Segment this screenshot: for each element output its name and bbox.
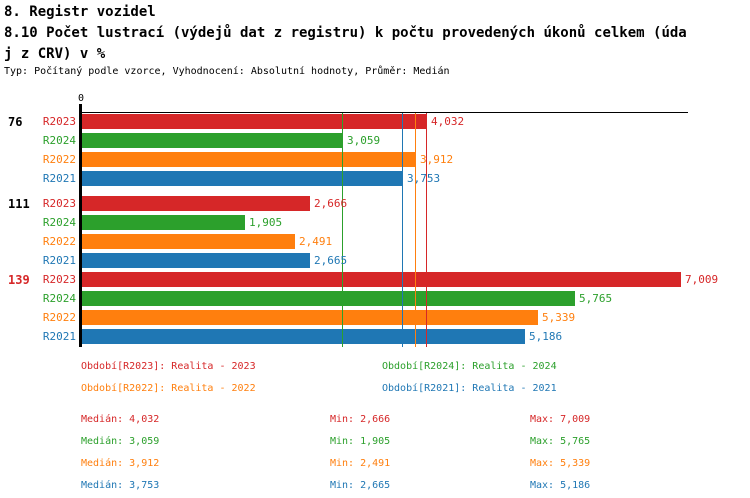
stat-median: Medián: 4,032 [81, 414, 160, 425]
stat-median: Medián: 3,059 [81, 436, 160, 447]
bar [82, 152, 416, 167]
group-label: 76 [8, 115, 23, 129]
bar [82, 215, 245, 230]
bar [82, 291, 575, 306]
legend-item: Období[R2023]: Realita - 2023 [81, 361, 256, 372]
legend-item: Období[R2021]: Realita - 2021 [382, 383, 557, 394]
bar [82, 196, 310, 211]
bar-value-label: 3,753 [407, 172, 441, 185]
bar-row-label: R2023 [42, 115, 76, 128]
stat-median: Medián: 3,912 [81, 458, 160, 469]
stat-min: Min: 2,665 [330, 480, 391, 491]
bar-row-label: R2024 [42, 134, 76, 147]
stat-max: Max: 5,186 [530, 480, 591, 491]
bar-row-label: R2022 [42, 311, 76, 324]
median-line [426, 113, 427, 347]
legend-item: Období[R2022]: Realita - 2022 [81, 383, 256, 394]
stat-min: Min: 2,666 [330, 414, 391, 425]
median-line [342, 113, 343, 347]
bar-row-label: R2024 [42, 216, 76, 229]
stat-min: Min: 2,491 [330, 458, 391, 469]
stat-min: Min: 1,905 [330, 436, 391, 447]
stat-max: Max: 7,009 [530, 414, 591, 425]
bar-value-label: 2,491 [299, 235, 333, 248]
bar [82, 253, 310, 268]
bar-row-label: R2021 [42, 254, 76, 267]
group-label: 111 [8, 197, 30, 211]
group-label: 139 [8, 273, 30, 287]
bar [82, 329, 525, 344]
legend-item: Období[R2024]: Realita - 2024 [382, 361, 557, 372]
chart-subtitle-line2: j z CRV) v % [4, 46, 106, 62]
bar [82, 133, 343, 148]
chart-meta-line: Typ: Počítaný podle vzorce, Vyhodnocení:… [4, 66, 450, 77]
y-axis-line [79, 104, 82, 347]
bar-value-label: 2,666 [314, 197, 348, 210]
bar-row-label: R2023 [42, 197, 76, 210]
bar-row-label: R2022 [42, 235, 76, 248]
bar-row-label: R2021 [42, 172, 76, 185]
bar [82, 114, 427, 129]
bar-row-label: R2021 [42, 330, 76, 343]
x-axis-zero-tick-label: 0 [77, 93, 85, 104]
bar-value-label: 7,009 [685, 273, 719, 286]
bar [82, 272, 681, 287]
bar-value-label: 4,032 [431, 115, 465, 128]
report-title: 8. Registr vozidel [4, 4, 156, 20]
bar-value-label: 1,905 [249, 216, 283, 229]
median-line [402, 113, 403, 347]
median-line [415, 113, 416, 347]
bar [82, 310, 538, 325]
stat-max: Max: 5,765 [530, 436, 591, 447]
bar-row-label: R2023 [42, 273, 76, 286]
chart-subtitle-line1: 8.10 Počet lustrací (výdejů dat z regist… [4, 25, 687, 41]
bar [82, 234, 295, 249]
bar-value-label: 2,665 [314, 254, 348, 267]
bar-value-label: 5,765 [579, 292, 613, 305]
stat-max: Max: 5,339 [530, 458, 591, 469]
bar-value-label: 5,339 [542, 311, 576, 324]
bar-row-label: R2022 [42, 153, 76, 166]
bar-value-label: 3,912 [420, 153, 454, 166]
bar-value-label: 5,186 [529, 330, 563, 343]
stat-median: Medián: 3,753 [81, 480, 160, 491]
x-axis-line [79, 112, 688, 113]
bar-row-label: R2024 [42, 292, 76, 305]
bar [82, 171, 403, 186]
bar-value-label: 3,059 [347, 134, 381, 147]
